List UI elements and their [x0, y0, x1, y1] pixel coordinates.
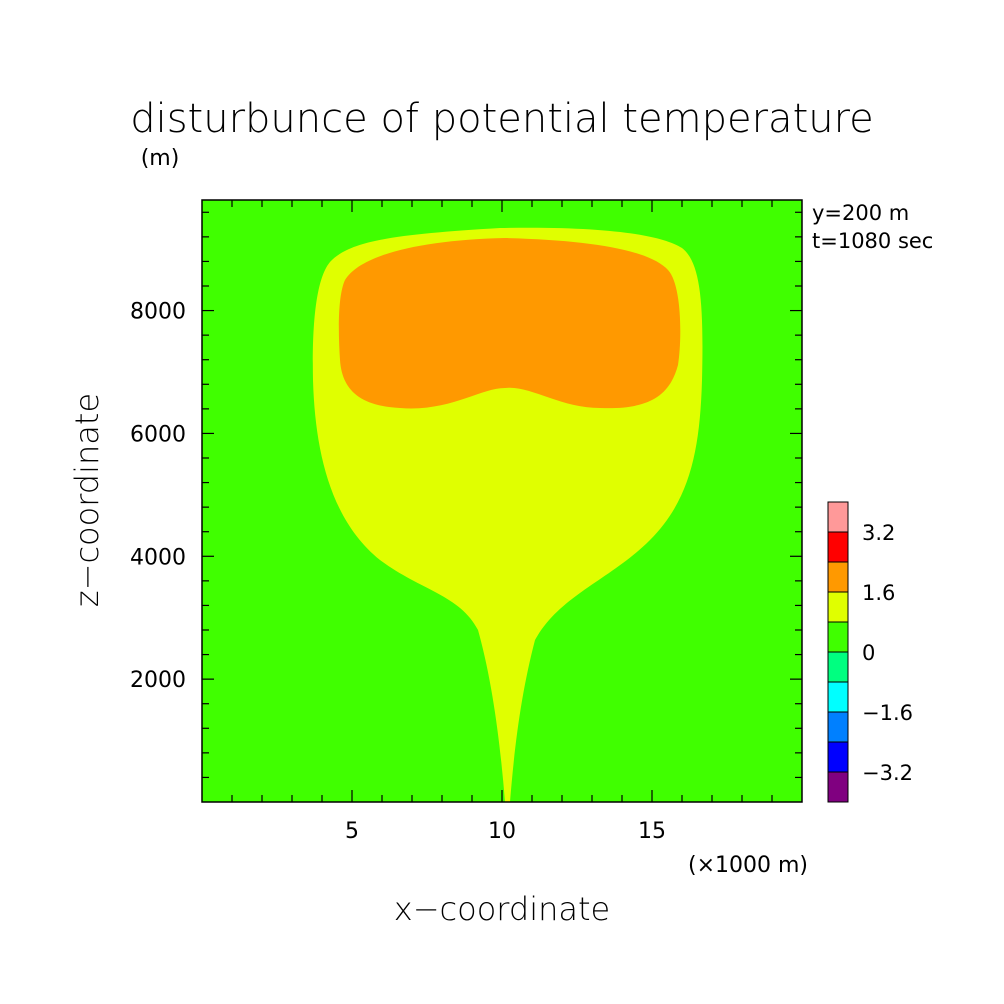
annotation-t: t=1080 sec	[812, 229, 933, 253]
colorbar-label: 3.2	[862, 521, 895, 545]
y-axis-label: z−coordinate	[68, 393, 106, 607]
colorbar-swatch	[827, 531, 849, 563]
chart-title: disturbunce of potential temperature	[130, 96, 874, 142]
y-tick-label: 6000	[130, 422, 186, 447]
x-tick-label: 15	[638, 819, 666, 844]
x-axis-unit: (×1000 m)	[688, 853, 808, 878]
colorbar-label: −1.6	[862, 701, 913, 725]
y-tick-label: 2000	[130, 668, 186, 693]
colorbar-swatch	[827, 711, 849, 743]
colorbar	[827, 501, 849, 803]
colorbar-label: −3.2	[862, 761, 913, 785]
y-tick-label: 4000	[130, 545, 186, 570]
y-tick-label: 8000	[130, 300, 186, 325]
x-axis-label: x−coordinate	[394, 890, 610, 928]
colorbar-swatch	[827, 651, 849, 683]
colorbar-swatch	[827, 621, 849, 653]
colorbar-swatch	[827, 681, 849, 713]
colorbar-swatch	[827, 591, 849, 623]
colorbar-swatch	[827, 501, 849, 533]
colorbar-swatch	[827, 561, 849, 593]
region-level-2-4	[338, 238, 681, 409]
colorbar-label: 1.6	[862, 581, 895, 605]
colorbar-label: 0	[862, 641, 875, 665]
x-tick-labels: 5 10 15	[345, 819, 666, 844]
x-tick-label: 10	[488, 819, 516, 844]
colorbar-swatch	[827, 771, 849, 803]
colorbar-labels: −3.2 −1.6 0 1.6 3.2	[862, 521, 913, 785]
x-tick-label: 5	[345, 819, 359, 844]
plot-area	[202, 200, 802, 802]
annotation-y: y=200 m	[812, 201, 909, 225]
y-unit-label: (m)	[141, 146, 180, 171]
axis-ticks	[202, 200, 802, 802]
y-tick-labels: 2000 4000 6000 8000	[130, 300, 186, 694]
colorbar-swatch	[827, 741, 849, 773]
